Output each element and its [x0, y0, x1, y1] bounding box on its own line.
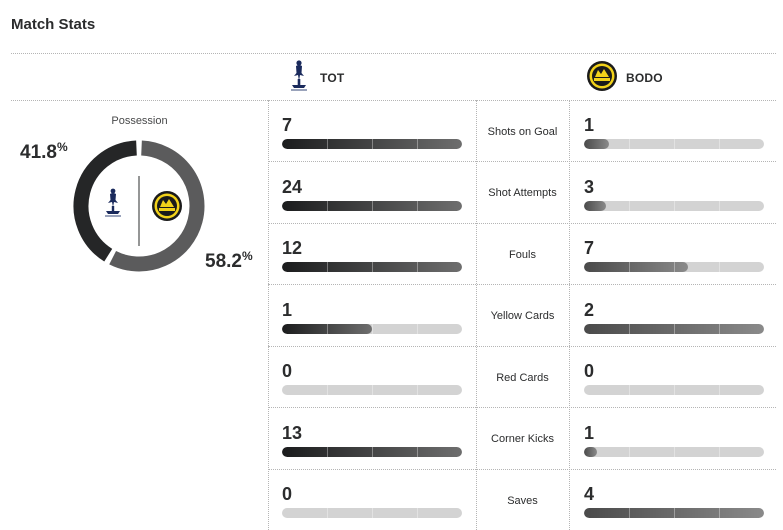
- away-stat-value: 1: [584, 422, 595, 443]
- home-stat-bar-fill: [282, 262, 462, 272]
- away-stat-bar-fill: [584, 508, 764, 518]
- stat-row: 12 Fouls 7: [268, 224, 776, 285]
- possession-label: Possession: [111, 115, 168, 127]
- row-divider: [268, 468, 776, 470]
- home-team-header[interactable]: TOT: [286, 59, 345, 98]
- home-stat-value: 0: [282, 361, 293, 381]
- column-divider: [268, 100, 269, 530]
- divider: [11, 100, 776, 101]
- away-stat-value: 2: [584, 299, 595, 320]
- away-stat-value: 1: [584, 115, 595, 135]
- stat-row: 1 Yellow Cards 2: [268, 286, 776, 347]
- stat-label: Corner Kicks: [491, 433, 554, 445]
- home-possession-arc: [73, 140, 138, 262]
- away-stat-bar: [584, 200, 764, 211]
- row-divider: [268, 222, 776, 224]
- home-stat-bar-fill: [282, 139, 462, 149]
- away-stat-bar: [584, 508, 764, 518]
- stat-label: Red Cards: [496, 371, 549, 384]
- row-divider: [268, 345, 776, 347]
- home-stat-value: 13: [282, 422, 303, 443]
- home-team-abbr: TOT: [320, 71, 345, 85]
- home-stat-bar: [282, 200, 462, 211]
- column-divider: [476, 100, 477, 530]
- home-stat-bar: [282, 446, 462, 457]
- stat-row: 0 Saves 4: [268, 470, 776, 530]
- home-stat-value: 0: [282, 484, 293, 504]
- bodo-glimt-crest-icon: [586, 60, 618, 97]
- bodo-glimt-crest-icon: [152, 191, 182, 221]
- stat-label: Yellow Cards: [490, 310, 555, 322]
- home-stat-bar-fill: [282, 446, 462, 457]
- away-stat-bar-fill: [584, 446, 597, 457]
- away-stat-value: 7: [584, 238, 595, 258]
- tottenham-crest-icon: [286, 59, 312, 98]
- home-stat-value: 7: [282, 115, 293, 135]
- stat-row: 13 Corner Kicks 1: [268, 409, 776, 470]
- away-team-abbr: BODO: [626, 71, 663, 85]
- page-title: Match Stats: [11, 16, 96, 33]
- possession-donut: [73, 140, 205, 272]
- away-stat-bar: [584, 262, 764, 272]
- row-divider: [268, 161, 776, 162]
- home-stat-bar: [282, 262, 462, 272]
- stat-label: Shots on Goal: [487, 125, 558, 138]
- stat-label: Shot Attempts: [488, 187, 557, 199]
- stat-row: 24 Shot Attempts 3: [268, 163, 776, 224]
- away-team-header[interactable]: BODO: [586, 60, 663, 96]
- home-possession-value: 41.8%: [20, 140, 68, 163]
- home-stat-bar: [282, 385, 462, 395]
- away-possession-value: 58.2%: [205, 249, 253, 272]
- row-divider: [268, 284, 776, 285]
- home-stat-bar: [282, 139, 462, 149]
- away-stat-bar: [584, 323, 764, 334]
- away-stat-value: 0: [584, 361, 595, 381]
- away-stat-bar: [584, 139, 764, 149]
- home-stat-value: 24: [282, 176, 303, 197]
- away-stat-value: 3: [584, 176, 595, 197]
- away-possession-arc: [109, 140, 205, 272]
- stat-label: Fouls: [509, 248, 536, 261]
- home-stat-bar-fill: [282, 323, 372, 334]
- tottenham-crest-icon: [105, 188, 121, 217]
- row-divider: [268, 407, 776, 408]
- home-stat-bar-fill: [282, 200, 462, 211]
- away-stat-bar: [584, 446, 764, 457]
- home-stat-bar: [282, 508, 462, 518]
- away-stat-bar-fill: [584, 139, 610, 149]
- home-stat-value: 1: [282, 299, 293, 320]
- stat-row: 0 Red Cards 0: [268, 347, 776, 408]
- away-stat-bar-fill: [584, 323, 764, 334]
- column-divider: [569, 100, 570, 530]
- home-stat-bar: [282, 323, 462, 334]
- away-stat-bar-fill: [584, 200, 606, 211]
- stat-row: 7 Shots on Goal 1: [268, 101, 776, 162]
- stat-label: Saves: [507, 494, 538, 507]
- divider: [11, 53, 776, 54]
- away-stat-bar-fill: [584, 262, 689, 272]
- away-stat-value: 4: [584, 484, 595, 504]
- possession-panel: Possession 41.8% 58.2%: [11, 100, 268, 530]
- home-stat-value: 12: [282, 238, 303, 258]
- away-stat-bar: [584, 385, 764, 395]
